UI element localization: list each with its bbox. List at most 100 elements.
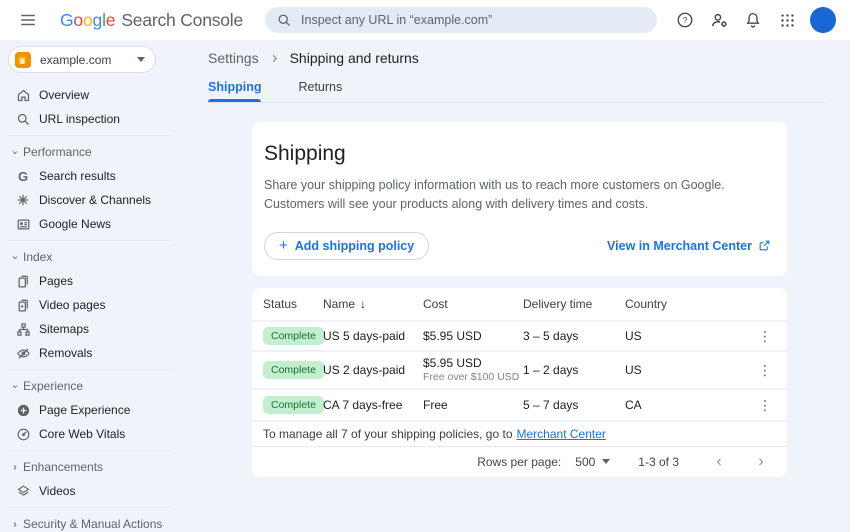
- sidebar-item-discover-channels[interactable]: Discover & Channels: [0, 188, 188, 212]
- view-in-merchant-center-link[interactable]: View in Merchant Center: [607, 239, 771, 253]
- tab-returns[interactable]: Returns: [298, 80, 343, 94]
- sidebar-item-pages[interactable]: Pages: [0, 269, 188, 293]
- column-header-delivery-time: Delivery time: [523, 296, 593, 311]
- sidebar-item-label: Overview: [39, 88, 90, 102]
- sidebar-item-video-pages[interactable]: Video pages: [0, 293, 188, 317]
- sidebar-item-removals[interactable]: Removals: [0, 341, 188, 365]
- tab-shipping[interactable]: Shipping: [208, 80, 262, 102]
- property-selector[interactable]: example.com: [8, 46, 156, 73]
- breadcrumb-current: Shipping and returns: [289, 50, 419, 66]
- table-row: Complete CA 7 days-free Free 5 – 7 days …: [252, 387, 787, 420]
- sidebar-item-page-experience[interactable]: Page Experience: [0, 398, 188, 422]
- notifications-bell-icon[interactable]: [740, 7, 766, 33]
- logo-letter: o: [73, 9, 83, 30]
- sidebar-divider: [8, 240, 170, 241]
- policy-cost: $5.95 USD: [423, 356, 482, 371]
- main-content: Settings Shipping and returns Shipping R…: [188, 40, 850, 532]
- logo-letter: G: [60, 9, 74, 30]
- sidebar-item-google-news[interactable]: Google News: [0, 212, 188, 236]
- sidebar-divider: [8, 135, 170, 136]
- sidebar-item-videos[interactable]: Videos: [0, 479, 188, 503]
- url-inspection-searchbox[interactable]: [265, 7, 658, 33]
- table-row: Complete US 2 days-paid $5.95 USD Free o…: [252, 349, 787, 388]
- sidebar-section-label: Index: [23, 250, 53, 264]
- policy-cost: $5.95 USD: [423, 328, 482, 343]
- property-favicon: [15, 51, 31, 68]
- news-icon: [15, 216, 31, 232]
- column-header-name[interactable]: Name ↓: [323, 296, 367, 311]
- status-badge: Complete: [263, 326, 324, 345]
- logo-letter: l: [102, 9, 106, 30]
- breadcrumb: Settings Shipping and returns: [208, 50, 850, 66]
- table-footer-note: To manage all 7 of your shipping policie…: [252, 419, 787, 446]
- table-header-row: Status Name ↓ Cost Delivery time Country: [252, 288, 787, 320]
- row-overflow-menu-icon[interactable]: ⋮: [758, 396, 772, 413]
- sidebar-section-index[interactable]: Index: [0, 245, 188, 269]
- policy-cost: Free: [423, 397, 448, 412]
- sidebar-section-label: Enhancements: [23, 460, 104, 474]
- sidebar-item-url-inspection[interactable]: URL inspection: [0, 107, 188, 131]
- user-settings-icon[interactable]: [706, 7, 732, 33]
- sidebar-section-label: Performance: [23, 145, 92, 159]
- previous-page-icon[interactable]: ‹: [716, 452, 722, 470]
- sidebar-item-sitemaps[interactable]: Sitemaps: [0, 317, 188, 341]
- chevron-right-icon: [11, 520, 19, 528]
- sidebar-item-label: Video pages: [39, 298, 106, 312]
- home-icon: [15, 87, 31, 103]
- sidebar-section-experience[interactable]: Experience: [0, 374, 188, 398]
- apps-grid-icon[interactable]: [774, 7, 800, 33]
- policy-delivery: 5 – 7 days: [523, 397, 579, 412]
- logo-letter: o: [82, 9, 93, 30]
- g-letter-icon: G: [17, 168, 29, 184]
- merchant-center-link[interactable]: Merchant Center: [516, 426, 606, 441]
- chevron-down-icon: [11, 382, 19, 390]
- sort-descending-icon: ↓: [360, 296, 367, 311]
- rows-per-page-label: Rows per page:: [477, 454, 562, 469]
- property-name: example.com: [40, 52, 112, 67]
- sidebar-item-label: Core Web Vitals: [39, 427, 126, 441]
- sidebar-item-label: Sitemaps: [39, 322, 90, 336]
- search-input[interactable]: [301, 13, 646, 27]
- sidebar-section-label: Security & Manual Actions: [23, 517, 163, 531]
- sidebar-divider: [8, 507, 170, 508]
- sidebar-item-search-results[interactable]: G Search results: [0, 164, 188, 188]
- product-name: Search Console: [121, 9, 244, 30]
- external-link-icon: [758, 239, 771, 252]
- sidebar-section-enhancements[interactable]: Enhancements: [0, 455, 188, 479]
- table-row: Complete US 5 days-paid $5.95 USD 3 – 5 …: [252, 319, 787, 350]
- sidebar-section-performance[interactable]: Performance: [0, 140, 188, 164]
- account-avatar[interactable]: [810, 7, 836, 33]
- sidebar-item-overview[interactable]: Overview: [0, 83, 188, 107]
- chevron-right-icon: [11, 463, 19, 471]
- add-shipping-policy-button[interactable]: + Add shipping policy: [264, 231, 430, 260]
- sidebar-divider: [8, 369, 170, 370]
- sitemaps-icon: [15, 321, 31, 337]
- video-pages-icon: [15, 297, 31, 313]
- pagination-bar: Rows per page: 500 1-3 of 3 ‹ ›: [252, 445, 787, 477]
- sidebar-item-label: Page Experience: [39, 403, 131, 417]
- chevron-down-icon: [602, 459, 611, 465]
- menu-icon[interactable]: [18, 10, 38, 30]
- help-icon[interactable]: ?: [672, 7, 698, 33]
- sidebar-section-security-manual-actions[interactable]: Security & Manual Actions: [0, 512, 188, 532]
- policy-name: US 2 days-paid: [323, 362, 406, 377]
- policy-country: CA: [625, 397, 642, 412]
- sidebar-item-core-web-vitals[interactable]: Core Web Vitals: [0, 422, 188, 446]
- top-app-bar: Google Search Console ?: [0, 0, 850, 40]
- row-overflow-menu-icon[interactable]: ⋮: [758, 361, 772, 378]
- page-experience-icon: [15, 402, 31, 418]
- logo-letter: e: [105, 9, 116, 30]
- search-icon: [277, 13, 292, 28]
- rows-per-page-select[interactable]: 500: [575, 455, 611, 469]
- search-icon: [15, 111, 31, 127]
- next-page-icon[interactable]: ›: [758, 452, 764, 470]
- pagination-range: 1-3 of 3: [638, 454, 679, 469]
- svg-text:?: ?: [683, 16, 688, 25]
- sidebar: example.com Overview URL inspection Perf…: [0, 40, 188, 532]
- breadcrumb-settings[interactable]: Settings: [208, 50, 259, 66]
- row-overflow-menu-icon[interactable]: ⋮: [758, 327, 772, 344]
- sidebar-item-label: Removals: [39, 346, 93, 360]
- sidebar-divider: [8, 450, 170, 451]
- policy-country: US: [625, 328, 642, 343]
